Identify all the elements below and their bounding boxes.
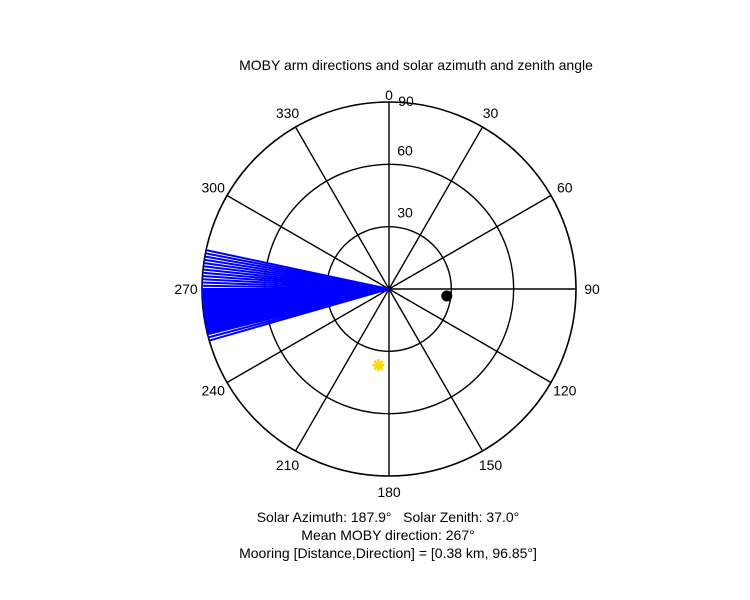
chart-title: MOBY arm directions and solar azimuth an… — [239, 57, 593, 73]
angle-tick-label-60: 60 — [557, 180, 573, 196]
spoke-300 — [226, 194, 390, 290]
spoke-30 — [388, 126, 484, 290]
spoke-120 — [388, 288, 552, 384]
spoke-210 — [294, 288, 390, 452]
angle-tick-label-240: 240 — [202, 383, 226, 399]
radial-tick-label-90: 90 — [398, 93, 414, 109]
arm-direction-lines — [201, 249, 390, 342]
radial-tick-label-30: 30 — [397, 205, 413, 221]
spoke-240 — [226, 288, 390, 384]
markers — [372, 290, 453, 372]
angle-tick-label-210: 210 — [276, 457, 300, 473]
angle-tick-label-180: 180 — [377, 484, 401, 500]
angle-tick-label-330: 330 — [276, 105, 300, 121]
mooring-marker — [441, 290, 453, 302]
angle-tick-label-150: 150 — [479, 457, 503, 473]
tick-labels: 0 30 60 90 120 150 180 210 240 270 300 330 30 60 90 — [174, 87, 600, 500]
sun-marker — [372, 359, 385, 372]
caption-mean-direction: Mean MOBY direction: 267° — [301, 527, 475, 543]
angle-tick-label-300: 300 — [202, 180, 226, 196]
angle-tick-label-30: 30 — [483, 105, 499, 121]
radial-tick-label-60: 60 — [397, 142, 413, 158]
spoke-150 — [388, 288, 484, 452]
arm-direction-line — [205, 249, 390, 290]
angle-tick-label-0: 0 — [385, 87, 393, 103]
angle-tick-label-90: 90 — [584, 281, 600, 297]
angle-tick-label-120: 120 — [553, 383, 577, 399]
angle-tick-label-270: 270 — [174, 281, 198, 297]
caption-mooring: Mooring [Distance,Direction] = [0.38 km,… — [239, 545, 537, 561]
caption-solar: Solar Azimuth: 187.9° Solar Zenith: 37.0… — [256, 509, 520, 525]
captions: Solar Azimuth: 187.9° Solar Zenith: 37.0… — [0, 508, 750, 562]
spoke-60 — [388, 194, 552, 290]
spoke-330 — [294, 126, 390, 290]
